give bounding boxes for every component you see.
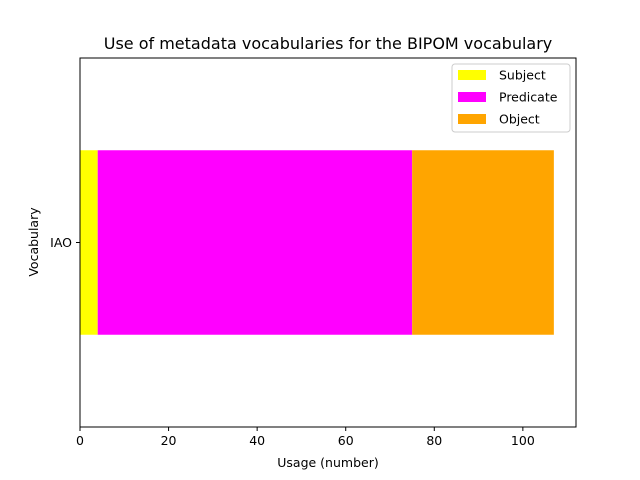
y-axis-label: Vocabulary	[26, 207, 41, 277]
bars-group	[80, 150, 554, 335]
x-tick-label: 60	[338, 433, 354, 448]
legend-swatch-predicate	[458, 92, 486, 102]
x-tick-label: 0	[76, 433, 84, 448]
y-ticks-group: IAO	[50, 235, 80, 250]
x-tick-label: 20	[161, 433, 177, 448]
legend-swatch-subject	[458, 70, 486, 80]
x-axis-label: Usage (number)	[277, 455, 378, 470]
legend-label-predicate: Predicate	[499, 90, 558, 105]
x-tick-label: 100	[511, 433, 535, 448]
legend-swatch-object	[458, 114, 486, 124]
x-tick-label: 40	[249, 433, 265, 448]
legend-label-object: Object	[499, 112, 540, 127]
bar-object-iao	[412, 150, 554, 335]
plot-frame	[79, 57, 577, 428]
legend: Subject Predicate Object	[451, 63, 571, 133]
bar-subject-iao	[80, 150, 98, 335]
bar-predicate-iao	[97, 150, 413, 335]
legend-label-subject: Subject	[499, 68, 546, 83]
x-tick-label: 80	[426, 433, 442, 448]
y-tick-label: IAO	[50, 235, 72, 250]
x-ticks-group: 0 20 40 60 80 100	[76, 427, 535, 448]
chart-title: Use of metadata vocabularies for the BIP…	[104, 34, 553, 53]
